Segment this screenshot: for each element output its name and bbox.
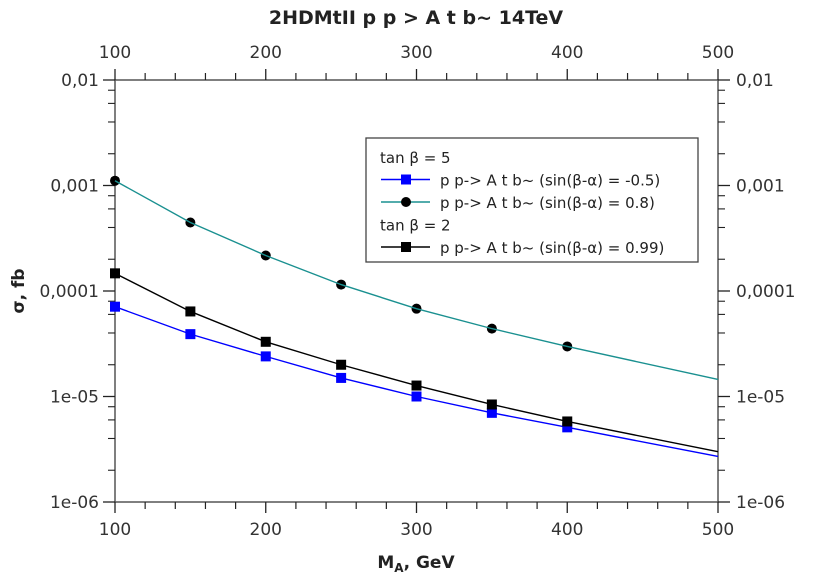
legend: tan β = 5 p p-> A t b~ (sin(β-α) = -0.5) p… (365, 137, 699, 263)
y-tick-label: 1e-06 (50, 493, 99, 513)
legend-entry: p p-> A t b~ (sin(β-α) = 0.99) (440, 239, 664, 257)
legend-marker (401, 174, 411, 185)
chart-title: 2HDMtII p p > A t b~ 14TeV (269, 7, 564, 29)
y-tick-label: 0,01 (61, 71, 99, 91)
x-tick-label: 500 (702, 520, 734, 540)
x-axis-label: MA, GeV (377, 553, 455, 575)
series-1 (110, 175, 719, 381)
x-tick-label-top: 200 (250, 43, 282, 63)
x-tick-label: 300 (400, 520, 432, 540)
legend-box (365, 137, 699, 263)
series-0 (110, 301, 719, 458)
y-tick-label: 0,0001 (40, 282, 99, 302)
legend-marker (401, 242, 411, 252)
x-tick-label: 400 (551, 520, 583, 540)
y-tick-label-right: 1e-06 (736, 493, 785, 513)
x-tick-label-top: 400 (551, 43, 583, 63)
legend-entry: p p-> A t b~ (sin(β-α) = 0.8) (440, 194, 655, 212)
y-tick-label-right: 1e-05 (736, 388, 785, 408)
legend-entry: p p-> A t b~ (sin(β-α) = -0.5) (440, 172, 660, 190)
legend-marker (401, 197, 411, 207)
y-axis-label: σ, fb (9, 268, 29, 313)
y-tick-label-right: 0,01 (736, 71, 774, 91)
legend-header: tan β = 2 (380, 217, 451, 235)
x-tick-label-top: 500 (702, 43, 734, 63)
x-tick-label-top: 100 (99, 43, 131, 63)
x-tick-label-top: 300 (400, 43, 432, 63)
y-tick-label: 0,001 (50, 177, 99, 197)
series-2 (110, 268, 719, 453)
y-tick-label: 1e-05 (50, 388, 99, 408)
y-tick-label-right: 0,001 (736, 177, 785, 197)
series-line (114, 180, 719, 381)
x-tick-label: 200 (250, 520, 282, 540)
series-line (114, 272, 719, 453)
series-line (114, 306, 719, 458)
x-tick-label: 100 (99, 520, 131, 540)
legend-header: tan β = 5 (380, 149, 451, 167)
y-tick-label-right: 0,0001 (736, 282, 795, 302)
